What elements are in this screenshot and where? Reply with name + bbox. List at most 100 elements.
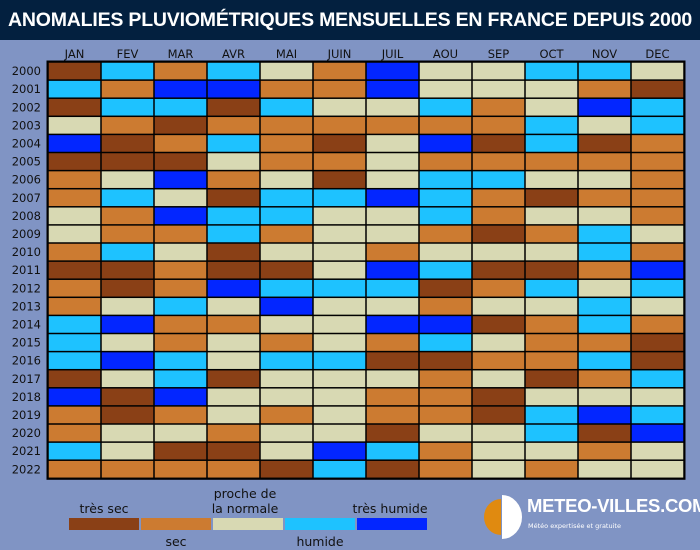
y-tick-label: 2015: [12, 336, 41, 350]
y-tick-label: 2013: [12, 299, 41, 313]
heatmap-cell: [472, 406, 525, 424]
heatmap-cell: [313, 117, 366, 134]
heatmap-cell: [472, 388, 525, 406]
heatmap-cell: [313, 153, 366, 170]
heatmap-cell: [313, 207, 366, 225]
heatmap-cell: [207, 98, 260, 116]
heatmap-cell: [419, 80, 472, 98]
x-tick-label: JAN: [64, 47, 85, 61]
heatmap-cell: [313, 298, 366, 315]
heatmap-cell: [472, 298, 525, 315]
heatmap-cell: [101, 135, 154, 152]
heatmap-cell: [366, 279, 419, 297]
heatmap-cell: [154, 243, 207, 261]
heatmap-cell: [207, 117, 260, 134]
heatmap-cell: [578, 352, 631, 369]
heatmap-cell: [154, 316, 207, 333]
heatmap-cell: [419, 406, 472, 424]
heatmap-cell: [101, 424, 154, 442]
heatmap-cell: [260, 225, 313, 243]
heatmap-cell: [631, 388, 684, 406]
heatmap-cell: [472, 225, 525, 243]
y-tick-label: 2003: [12, 118, 41, 132]
heatmap-cell: [260, 171, 313, 188]
heatmap-cell: [154, 442, 207, 460]
heatmap-cell: [366, 98, 419, 116]
x-tick-label: SEP: [488, 47, 510, 61]
heatmap-cell: [154, 388, 207, 406]
y-tick-label: 2009: [12, 227, 41, 241]
logo-icon: [484, 495, 522, 539]
heatmap-cell: [260, 424, 313, 442]
x-tick-label: AOU: [433, 47, 458, 61]
heatmap-cell: [48, 171, 101, 188]
heatmap-cell: [578, 370, 631, 388]
y-tick-label: 2012: [12, 281, 41, 295]
heatmap-cell: [101, 80, 154, 98]
heatmap-cell: [366, 370, 419, 388]
heatmap-cell: [419, 207, 472, 225]
heatmap-cell: [48, 406, 101, 424]
heatmap-cell: [472, 117, 525, 134]
heatmap-cell: [48, 207, 101, 225]
heatmap-cell: [101, 117, 154, 134]
heatmap-cell: [154, 424, 207, 442]
y-tick-label: 2021: [12, 444, 41, 458]
heatmap-cell: [48, 316, 101, 333]
heatmap-cell: [207, 334, 260, 351]
heatmap-cell: [154, 352, 207, 369]
y-tick-label: 2018: [12, 390, 41, 404]
heatmap-cell: [525, 316, 578, 333]
heatmap-cell: [101, 334, 154, 351]
heatmap-cell: [207, 424, 260, 442]
heatmap-cell: [260, 243, 313, 261]
heatmap-cell: [207, 153, 260, 170]
heatmap-cell: [419, 460, 472, 478]
heatmap-cell: [525, 171, 578, 188]
heatmap-cell: [101, 171, 154, 188]
heatmap-cell: [472, 316, 525, 333]
legend-label-normale-line2: la normale: [211, 501, 279, 516]
heatmap-cell: [207, 279, 260, 297]
legend-swatch: [141, 518, 211, 530]
x-tick-label: AVR: [222, 47, 245, 61]
heatmap-cell: [631, 334, 684, 351]
heatmap-cell: [154, 406, 207, 424]
heatmap-cell: [101, 406, 154, 424]
heatmap-cell: [472, 171, 525, 188]
heatmap-cell: [525, 261, 578, 279]
heatmap-cell: [260, 370, 313, 388]
heatmap-cell: [631, 460, 684, 478]
heatmap-cell: [631, 207, 684, 225]
heatmap-cell: [525, 442, 578, 460]
heatmap-cell: [154, 80, 207, 98]
heatmap-cell: [631, 261, 684, 279]
heatmap-cell: [313, 316, 366, 333]
heatmap-cell: [578, 189, 631, 207]
heatmap-cell: [48, 117, 101, 134]
x-tick-label: FEV: [117, 47, 139, 61]
heatmap-cell: [472, 80, 525, 98]
heatmap-cell: [154, 98, 207, 116]
heatmap-cell: [578, 316, 631, 333]
heatmap-cell: [154, 370, 207, 388]
heatmap-cell: [525, 370, 578, 388]
heatmap-cell: [631, 279, 684, 297]
heatmap-cell: [525, 424, 578, 442]
heatmap-cell: [207, 370, 260, 388]
heatmap-cell: [472, 98, 525, 116]
heatmap-cell: [154, 62, 207, 80]
heatmap-cell: [260, 98, 313, 116]
heatmap-cell: [472, 334, 525, 351]
heatmap-cell: [154, 460, 207, 478]
heatmap-cell: [525, 189, 578, 207]
heatmap-cell: [578, 298, 631, 315]
heatmap-cell: [472, 62, 525, 80]
heatmap-cell: [48, 388, 101, 406]
y-tick-label: 2006: [12, 173, 41, 187]
heatmap-cell: [101, 207, 154, 225]
heatmap-cell: [207, 62, 260, 80]
heatmap-cell: [313, 279, 366, 297]
heatmap-cell: [48, 298, 101, 315]
heatmap-cell: [631, 62, 684, 80]
